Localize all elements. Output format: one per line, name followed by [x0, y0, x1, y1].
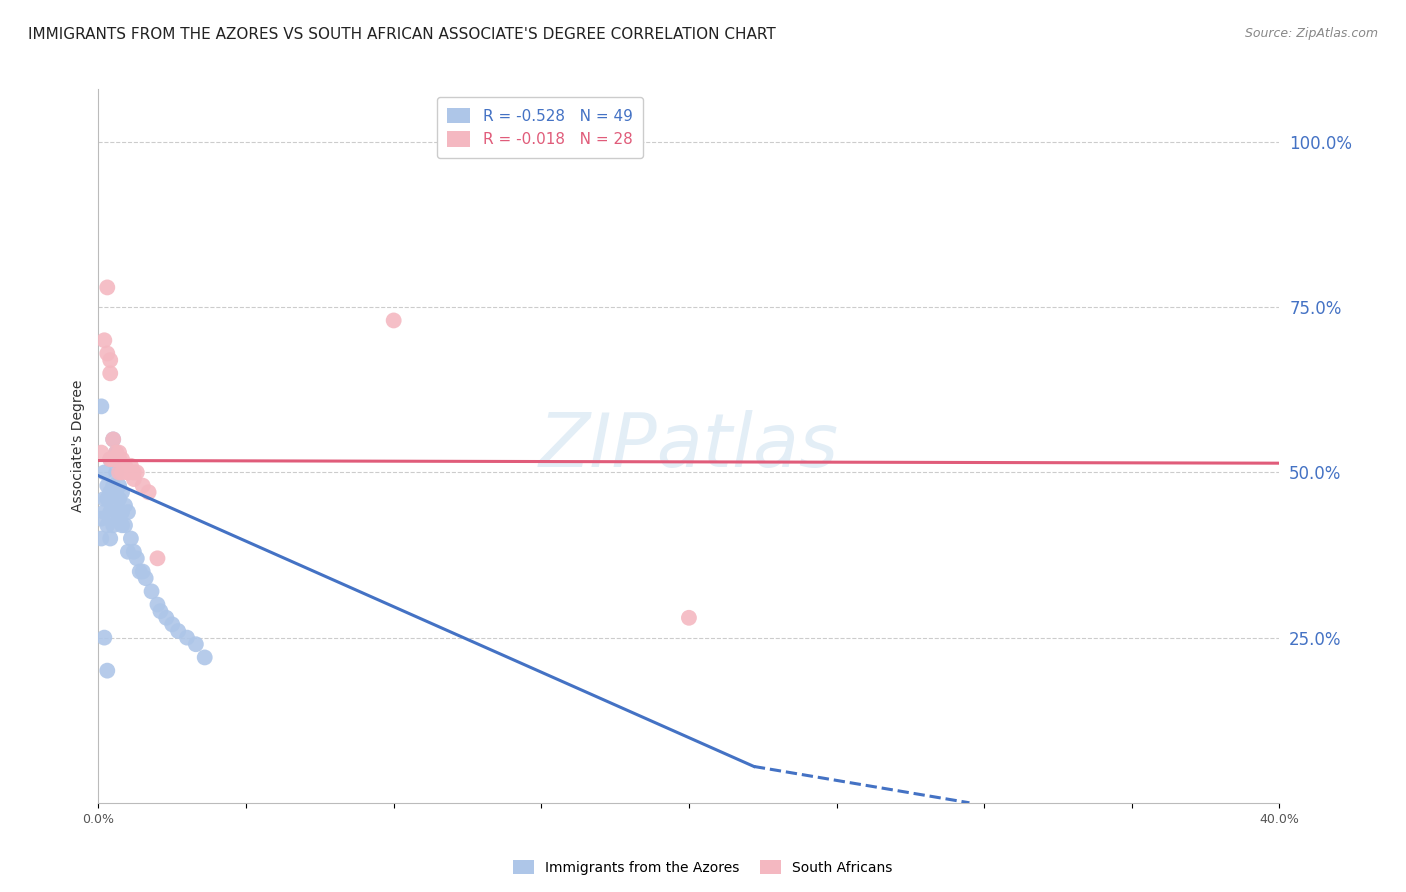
Point	[93, 631, 115, 645]
Point	[108, 452, 131, 467]
Point	[114, 499, 136, 513]
Text: IMMIGRANTS FROM THE AZORES VS SOUTH AFRICAN ASSOCIATE'S DEGREE CORRELATION CHART: IMMIGRANTS FROM THE AZORES VS SOUTH AFRI…	[28, 27, 776, 42]
Point	[96, 664, 118, 678]
Point	[120, 458, 142, 473]
Point	[167, 624, 190, 638]
Point	[122, 545, 145, 559]
Point	[146, 551, 169, 566]
Point	[117, 466, 139, 480]
Point	[96, 346, 118, 360]
Point	[111, 505, 134, 519]
Point	[122, 472, 145, 486]
Point	[103, 452, 125, 467]
Point	[96, 518, 118, 533]
Point	[103, 478, 125, 492]
Point	[103, 518, 125, 533]
Legend: R = -0.528   N = 49, R = -0.018   N = 28: R = -0.528 N = 49, R = -0.018 N = 28	[437, 97, 643, 158]
Point	[93, 466, 115, 480]
Point	[111, 485, 134, 500]
Point	[105, 445, 128, 459]
Point	[132, 478, 155, 492]
Legend: Immigrants from the Azores, South Africans: Immigrants from the Azores, South Africa…	[508, 855, 898, 880]
Point	[111, 466, 134, 480]
Point	[149, 604, 172, 618]
Point	[184, 637, 207, 651]
Point	[96, 491, 118, 506]
Point	[96, 478, 118, 492]
Point	[125, 466, 148, 480]
Point	[125, 551, 148, 566]
Point	[108, 445, 131, 459]
Point	[93, 333, 115, 347]
Point	[135, 571, 157, 585]
Point	[678, 611, 700, 625]
Point	[90, 445, 112, 459]
Point	[138, 485, 160, 500]
Point	[105, 485, 128, 500]
Point	[114, 458, 136, 473]
Point	[93, 505, 115, 519]
Point	[146, 598, 169, 612]
Point	[98, 505, 121, 519]
Point	[120, 532, 142, 546]
Point	[90, 400, 112, 414]
Point	[98, 452, 121, 467]
Point	[108, 478, 131, 492]
Point	[117, 466, 139, 480]
Point	[90, 511, 112, 525]
Point	[103, 433, 125, 447]
Point	[382, 313, 405, 327]
Point	[98, 532, 121, 546]
Point	[93, 491, 115, 506]
Point	[96, 280, 118, 294]
Point	[111, 452, 134, 467]
Point	[114, 518, 136, 533]
Text: Source: ZipAtlas.com: Source: ZipAtlas.com	[1244, 27, 1378, 40]
Point	[105, 466, 128, 480]
Point	[128, 565, 150, 579]
Point	[105, 445, 128, 459]
Point	[141, 584, 163, 599]
Point	[108, 491, 131, 506]
Point	[162, 617, 183, 632]
Point	[98, 353, 121, 368]
Point	[103, 499, 125, 513]
Point	[90, 532, 112, 546]
Point	[194, 650, 217, 665]
Point	[117, 505, 139, 519]
Point	[117, 545, 139, 559]
Point	[108, 466, 131, 480]
Point	[155, 611, 177, 625]
Y-axis label: Associate's Degree: Associate's Degree	[70, 380, 84, 512]
Point	[122, 466, 145, 480]
Point	[132, 565, 155, 579]
Text: ZIPatlas: ZIPatlas	[538, 410, 839, 482]
Point	[105, 505, 128, 519]
Point	[98, 367, 121, 381]
Point	[98, 452, 121, 467]
Point	[105, 452, 128, 467]
Point	[176, 631, 198, 645]
Point	[111, 518, 134, 533]
Point	[98, 485, 121, 500]
Point	[108, 511, 131, 525]
Point	[103, 433, 125, 447]
Point	[103, 452, 125, 467]
